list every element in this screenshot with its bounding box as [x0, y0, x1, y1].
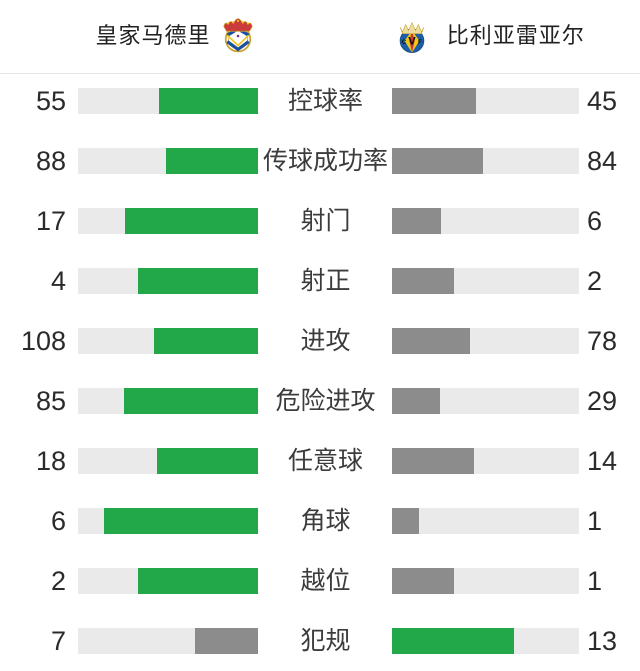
svg-text:F: F: [418, 39, 422, 46]
svg-text:C: C: [402, 39, 407, 46]
svg-text:V: V: [408, 36, 416, 48]
